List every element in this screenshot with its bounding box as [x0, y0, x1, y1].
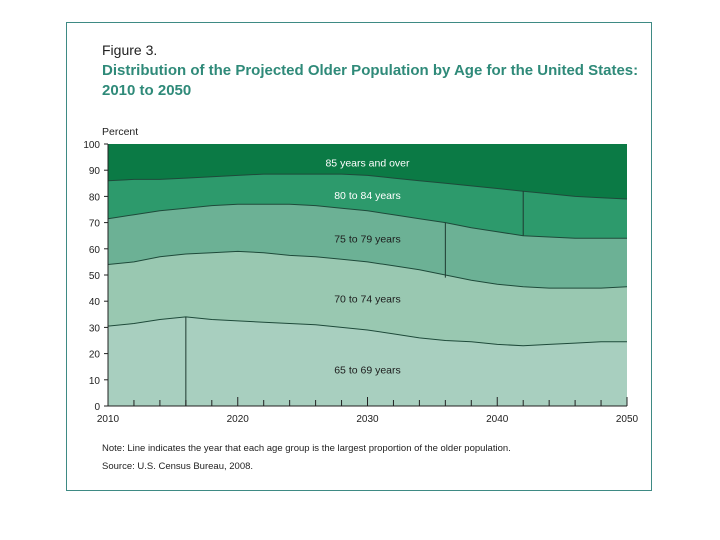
chart-source: Source: U.S. Census Bureau, 2008.	[102, 461, 253, 472]
x-tick-label-2010: 2010	[97, 414, 120, 425]
band-70-74-boundary-line	[107, 250, 628, 289]
area-bands	[108, 144, 627, 406]
x-tick-label-2020: 2020	[227, 414, 250, 425]
band-75-79-area	[108, 204, 627, 289]
y-tick-label-100: 100	[83, 140, 100, 151]
y-tick-label-40: 40	[89, 297, 101, 308]
y-tick-label-50: 50	[89, 271, 101, 282]
band-labels: 65 to 69 years 70 to 74 years 75 to 79 yea…	[325, 157, 410, 376]
figure-label: Figure 3.	[102, 42, 157, 58]
x-tick-label-2030: 2030	[356, 414, 379, 425]
y-tick-label-10: 10	[89, 376, 101, 387]
band-65-69-area	[108, 316, 627, 406]
band-label-70-74: 70 to 74 years	[334, 294, 401, 306]
y-tick-label-20: 20	[89, 350, 101, 361]
peak-lines	[185, 191, 524, 406]
boundary-lines	[107, 173, 628, 347]
band-label-85-over: 85 years and over	[325, 157, 410, 169]
y-tick-label-80: 80	[89, 192, 101, 203]
y-axis-label: Percent	[102, 126, 138, 138]
x-tick-label-2050: 2050	[616, 414, 639, 425]
area-chart: Figure 3. Distribution of the Projected …	[83, 42, 638, 472]
band-75-79-boundary-line	[107, 203, 627, 239]
y-tick-label-90: 90	[89, 166, 101, 177]
chart-note: Note: Line indicates the year that each …	[102, 443, 511, 454]
band-label-75-79: 75 to 79 years	[334, 233, 401, 245]
y-tick-label-70: 70	[89, 219, 101, 230]
y-tick-label-0: 0	[94, 402, 100, 413]
band-label-65-69: 65 to 69 years	[334, 364, 401, 376]
band-label-80-84: 80 to 84 years	[334, 190, 401, 202]
band-70-74-area	[108, 251, 627, 346]
chart-title-line1: Distribution of the Projected Older Popu…	[102, 62, 638, 79]
band-80-84-area	[108, 174, 627, 239]
figure-frame: Figure 3. Distribution of the Projected …	[66, 22, 652, 491]
band-80-84-boundary-line	[107, 173, 628, 200]
band-85-over-area	[108, 144, 627, 199]
y-tick-label-60: 60	[89, 245, 101, 256]
chart-title-line2: 2010 to 2050	[102, 82, 191, 99]
band-65-69-boundary-line	[107, 316, 627, 347]
y-tick-label-30: 30	[89, 323, 101, 334]
x-tick-label-2040: 2040	[486, 414, 509, 425]
